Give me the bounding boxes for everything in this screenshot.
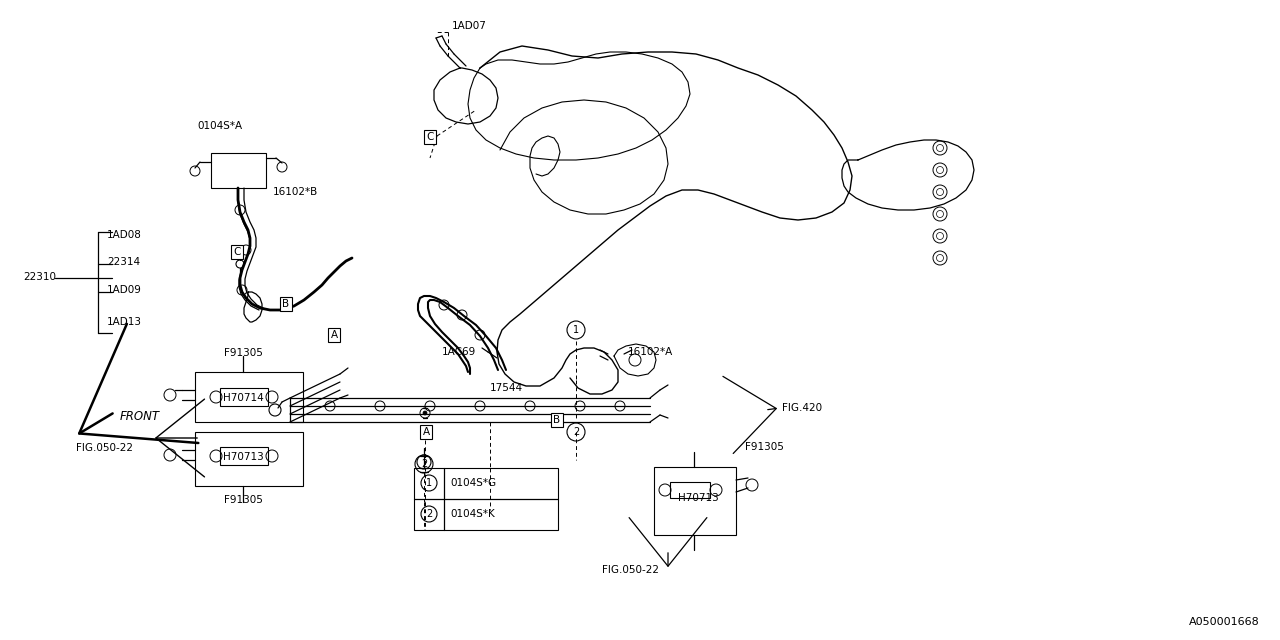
Bar <box>195 432 303 486</box>
Text: H70713: H70713 <box>678 493 719 503</box>
Text: 22314: 22314 <box>108 257 140 267</box>
Circle shape <box>422 411 428 415</box>
Bar <box>669 482 710 498</box>
Text: FIG.050-22: FIG.050-22 <box>76 443 133 453</box>
Text: B: B <box>283 299 289 309</box>
Text: 2: 2 <box>573 427 579 437</box>
Text: 17544: 17544 <box>490 383 524 393</box>
Bar <box>220 447 268 465</box>
Text: H70714: H70714 <box>223 393 264 403</box>
Bar <box>413 468 558 530</box>
Text: 0104S*G: 0104S*G <box>451 478 497 488</box>
Text: B: B <box>553 415 561 425</box>
Text: 1: 1 <box>426 478 433 488</box>
Text: 1AD09: 1AD09 <box>108 285 142 295</box>
Text: A050001668: A050001668 <box>1189 617 1260 627</box>
Text: F91305: F91305 <box>224 348 262 358</box>
Text: 1: 1 <box>573 325 579 335</box>
Bar <box>654 467 736 535</box>
Text: 16102*A: 16102*A <box>628 347 673 357</box>
Text: 2: 2 <box>426 509 433 519</box>
Text: 16102*B: 16102*B <box>273 187 319 197</box>
Text: C: C <box>233 247 241 257</box>
Bar <box>195 372 303 422</box>
Text: 2: 2 <box>421 459 428 469</box>
Text: A: A <box>330 330 338 340</box>
Text: 1AC69: 1AC69 <box>442 347 476 357</box>
Text: C: C <box>426 132 434 142</box>
Text: F91305: F91305 <box>224 495 262 505</box>
Text: FIG.050-22: FIG.050-22 <box>602 565 659 575</box>
Bar <box>211 153 266 188</box>
Text: F91305: F91305 <box>745 442 783 452</box>
Text: 0104S*A: 0104S*A <box>197 121 242 131</box>
Text: 1AD13: 1AD13 <box>108 317 142 327</box>
Text: 1AD08: 1AD08 <box>108 230 142 240</box>
Text: FIG.420: FIG.420 <box>782 403 822 413</box>
Text: A: A <box>422 427 430 437</box>
Text: 0104S*K: 0104S*K <box>451 509 495 519</box>
Text: 22310: 22310 <box>23 272 56 282</box>
Bar <box>220 388 268 406</box>
Text: 1AD07: 1AD07 <box>452 21 486 31</box>
Text: H70713: H70713 <box>223 452 264 462</box>
Text: FRONT: FRONT <box>120 410 160 422</box>
